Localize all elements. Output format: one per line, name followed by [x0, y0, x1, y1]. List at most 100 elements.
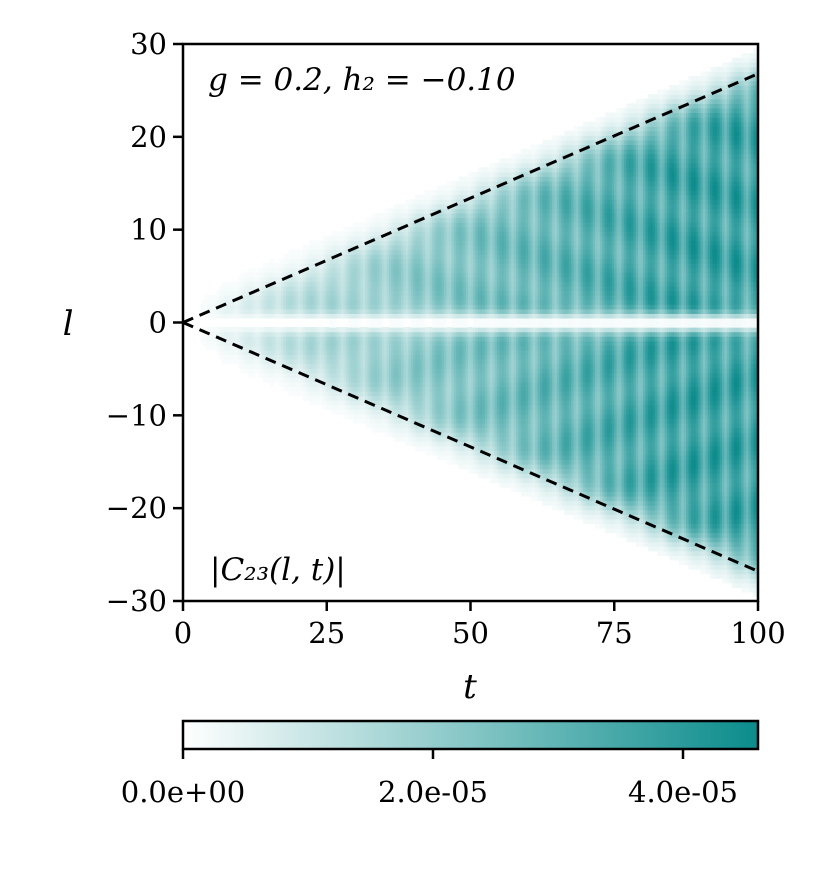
heatmap-cell — [259, 267, 263, 273]
heatmap-cell — [317, 244, 321, 251]
heatmap-cell — [214, 336, 218, 342]
heatmap-cell — [266, 308, 270, 314]
heatmap-cell — [288, 313, 292, 319]
heatmap-cell — [319, 349, 323, 356]
heatmap-cell — [305, 345, 309, 351]
heatmap-cell — [283, 254, 287, 260]
heatmap-cell — [286, 336, 290, 342]
heatmap-cell — [250, 368, 254, 374]
heatmap-cell — [317, 281, 321, 287]
heatmap-cell — [218, 327, 222, 333]
heatmap-cell — [290, 290, 294, 296]
heatmap-cell — [230, 299, 234, 305]
heatmap-cell — [312, 390, 316, 397]
heatmap-cell — [252, 299, 256, 305]
heatmap-cell — [218, 299, 222, 305]
heatmap-cell — [307, 295, 311, 301]
heatmap-cell — [281, 368, 285, 374]
heatmap-cell — [247, 313, 251, 319]
heatmap-cell — [254, 363, 258, 369]
heatmap-cell — [247, 372, 251, 378]
heatmap-cell — [314, 345, 318, 351]
heatmap-cell — [226, 336, 230, 342]
heatmap-cell — [266, 290, 270, 296]
heatmap-cell — [319, 354, 323, 360]
heatmap-cell — [290, 285, 294, 292]
heatmap-cell — [307, 368, 311, 374]
heatmap-cell — [202, 340, 206, 346]
heatmap-cell — [293, 386, 297, 392]
heatmap-cell — [230, 349, 234, 356]
heatmap-cell — [312, 372, 316, 378]
heatmap-cell — [223, 359, 227, 365]
heatmap-cell — [278, 267, 282, 273]
heatmap-cell — [276, 263, 280, 269]
heatmap-cell — [269, 340, 273, 346]
heatmap-cell — [293, 263, 297, 269]
heatmap-cell — [307, 395, 311, 401]
heatmap-cell — [278, 258, 282, 264]
heatmap-cell — [293, 258, 297, 264]
heatmap-cell — [317, 345, 321, 351]
heatmap-cell — [238, 327, 242, 333]
heatmap-cell — [293, 254, 297, 260]
heatmap-cell — [295, 254, 299, 260]
heatmap-cell — [281, 281, 285, 287]
heatmap-cell — [307, 254, 311, 260]
heatmap-cell — [209, 327, 213, 333]
heatmap-cell — [230, 336, 234, 342]
heatmap-cell — [230, 340, 234, 346]
heatmap-cell — [218, 290, 222, 296]
heatmap-cell — [307, 327, 311, 333]
heatmap-cell — [271, 313, 275, 319]
heatmap-cell — [312, 327, 316, 333]
heatmap-cell — [302, 254, 306, 260]
heatmap-cell — [206, 327, 210, 333]
heatmap-cell — [295, 263, 299, 269]
heatmap-cell — [271, 267, 275, 273]
heatmap-cell — [223, 304, 227, 310]
heatmap-cell — [221, 345, 225, 351]
heatmap-cell — [202, 327, 206, 333]
heatmap-cell — [269, 313, 273, 319]
heatmap-cell — [257, 272, 261, 278]
heatmap-cell — [290, 249, 294, 255]
heatmap-cell — [206, 299, 210, 305]
heatmap-cell — [317, 363, 321, 369]
heatmap-cell — [314, 244, 318, 251]
heatmap-cell — [314, 240, 318, 246]
heatmap-cell — [259, 349, 263, 356]
heatmap-cell — [288, 254, 292, 260]
heatmap-cell — [204, 313, 208, 319]
heatmap-cell — [247, 368, 251, 374]
heatmap-cell — [278, 308, 282, 314]
heatmap-cell — [238, 285, 242, 292]
heatmap-cell — [206, 295, 210, 301]
heatmap-cell — [262, 377, 266, 383]
heatmap-cell — [302, 272, 306, 278]
heatmap-cell — [257, 363, 261, 369]
heatmap-cell — [283, 295, 287, 301]
heatmap-cell — [295, 349, 299, 356]
heatmap-cell — [271, 381, 275, 388]
heatmap-cell — [288, 308, 292, 314]
heatmap-cell — [281, 331, 285, 337]
heatmap-cell — [290, 299, 294, 305]
heatmap-cell — [309, 359, 313, 365]
heatmap-cell — [214, 331, 218, 337]
heatmap-cell — [223, 308, 227, 314]
heatmap-cell — [295, 368, 299, 374]
heatmap-cell — [276, 340, 280, 346]
heatmap-cell — [286, 354, 290, 360]
heatmap-cell — [305, 276, 309, 283]
heatmap-cell — [266, 295, 270, 301]
heatmap-cell — [309, 381, 313, 388]
heatmap-cell — [288, 390, 292, 397]
heatmap-cell — [295, 281, 299, 287]
heatmap-cell — [305, 249, 309, 255]
heatmap-cell — [281, 299, 285, 305]
heatmap-cell — [300, 308, 304, 314]
heatmap-cell — [300, 299, 304, 305]
heatmap-cell — [218, 354, 222, 360]
heatmap-cell — [214, 327, 218, 333]
